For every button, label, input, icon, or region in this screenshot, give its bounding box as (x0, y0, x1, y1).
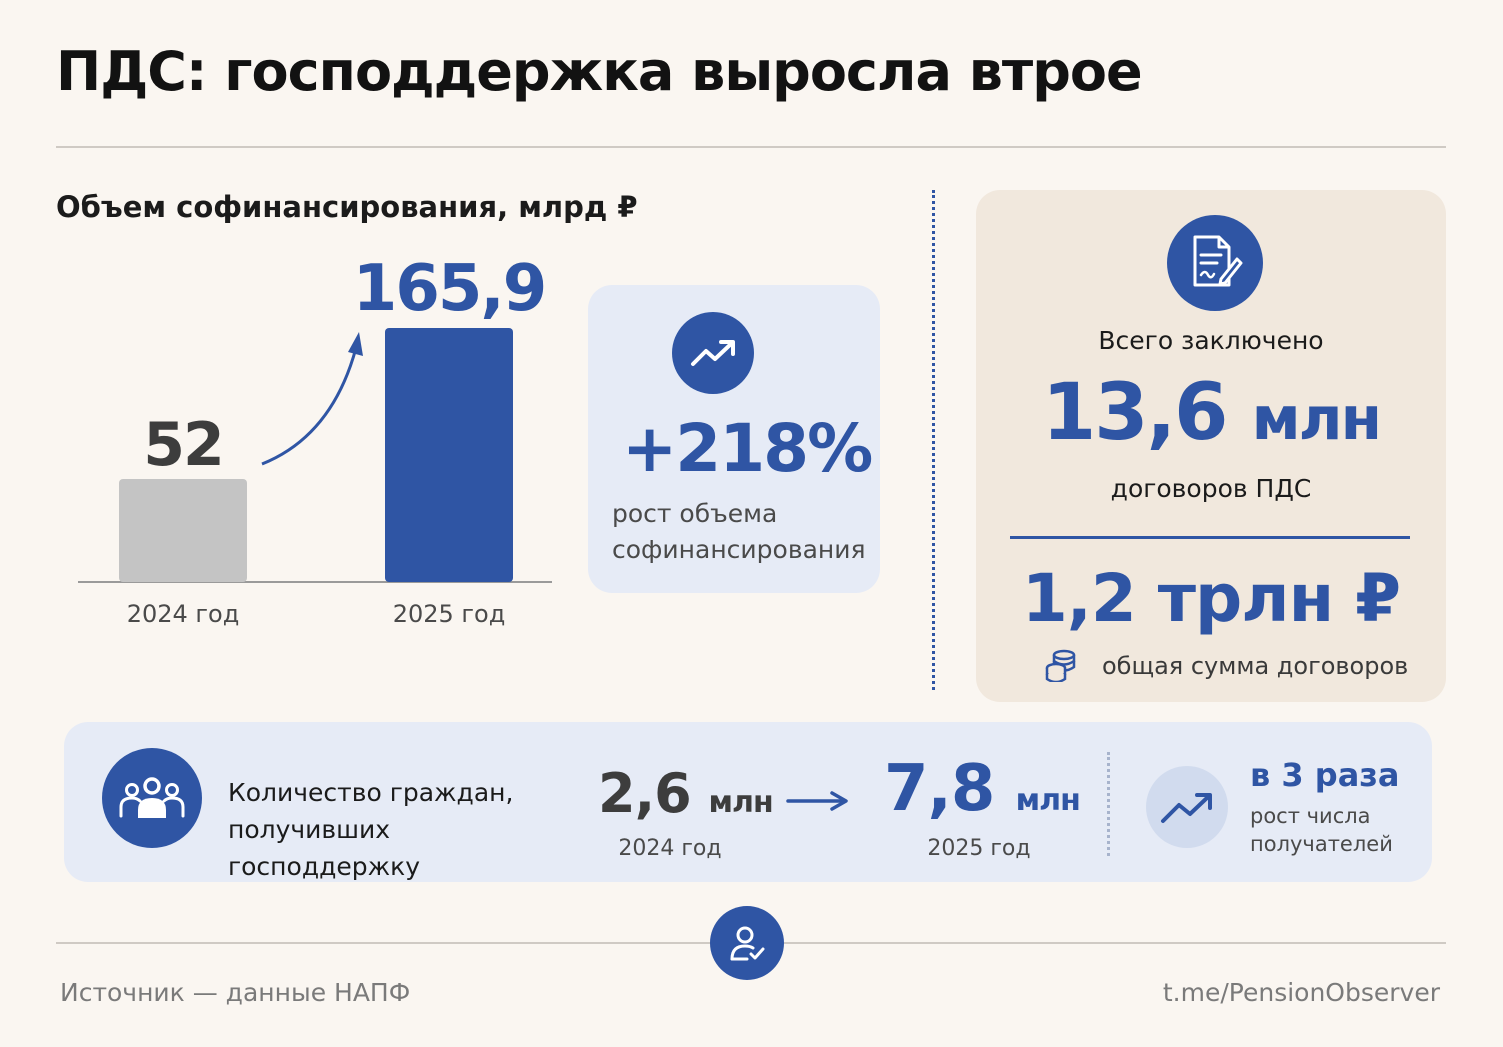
bar-1 (385, 328, 513, 582)
growth-arrow (261, 347, 358, 466)
growth-times-label: рост числа получателей (1250, 804, 1393, 856)
coins-icon (1045, 649, 1076, 682)
growth-times-value: в 3 раза (1250, 756, 1400, 794)
recipients-2025-unit: млн (1015, 783, 1081, 818)
category-label-1: 2025 год (393, 600, 506, 628)
bar-value-label-0: 52 (143, 410, 223, 480)
growth-label: рост объема софинансирования (612, 499, 866, 564)
page-title: ПДС: господдержка выросла втрое (56, 40, 1143, 103)
total-sum-label: общая сумма договоров (1102, 652, 1409, 680)
source-note: Источник — данные НАПФ (60, 978, 411, 1007)
contracts-divider (1010, 536, 1410, 539)
recipients-2025-year: 2025 год (927, 836, 1031, 861)
bar-0 (119, 479, 247, 582)
chart-title: Объем софинансирования, млрд ₽ (56, 190, 638, 224)
top-divider (56, 146, 1446, 148)
recipients-2025-value: 7,8 млн (884, 752, 1081, 826)
contracts-value: 13,6 млн (976, 368, 1446, 458)
contracts-subtitle: договоров ПДС (1110, 474, 1312, 503)
channel-link[interactable]: t.me/PensionObserver (1162, 978, 1440, 1007)
recipients-2024-value: 2,6 млн (598, 762, 774, 825)
people-group-icon (102, 748, 202, 848)
contracts-number: 13,6 (1041, 368, 1228, 458)
recipients-label: Количество граждан, получивших господдер… (228, 778, 514, 881)
document-signature-icon (1167, 215, 1263, 311)
recipients-divider (1107, 752, 1110, 856)
contracts-unit: млн (1251, 384, 1382, 454)
category-label-0: 2024 год (127, 600, 240, 628)
trend-up-icon (672, 312, 754, 394)
recipients-2024-number: 2,6 (598, 762, 692, 825)
growth-arrow-head (348, 332, 363, 356)
growth-percent: +218% (622, 410, 873, 487)
contracts-label: Всего заключено (1098, 326, 1324, 355)
bar-value-label-1: 165,9 (353, 252, 545, 326)
total-sum-value: 1,2 трлн ₽ (1021, 560, 1401, 637)
recipients-2024-year: 2024 год (618, 836, 722, 861)
vertical-divider (932, 190, 935, 690)
arrow-right-icon (786, 791, 848, 811)
recipients-2025-number: 7,8 (884, 752, 995, 826)
trend-up-icon (1146, 766, 1228, 848)
bar-chart: 52 2024 год 165,9 2025 год (78, 252, 552, 628)
recipients-2024-unit: млн (708, 785, 773, 820)
user-check-icon (710, 906, 784, 980)
